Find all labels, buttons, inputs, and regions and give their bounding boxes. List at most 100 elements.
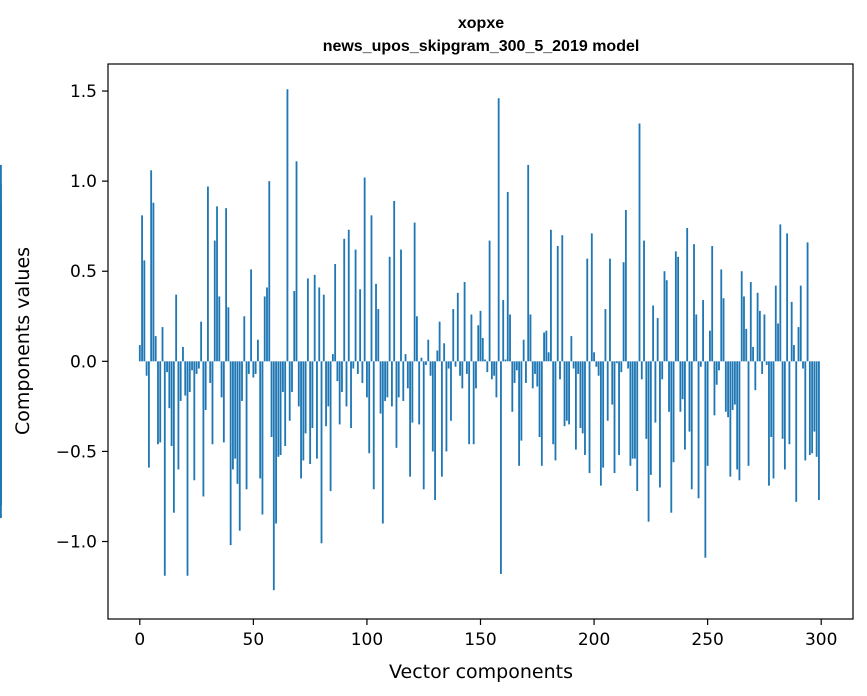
bar xyxy=(218,296,221,362)
bar xyxy=(232,361,234,470)
bar xyxy=(384,361,387,401)
bar xyxy=(470,314,473,362)
bar xyxy=(331,354,334,362)
bar xyxy=(336,361,339,382)
bar xyxy=(554,361,557,461)
bar xyxy=(170,361,173,447)
bar xyxy=(272,361,275,591)
bar xyxy=(808,361,811,456)
bar xyxy=(420,357,423,362)
bar xyxy=(793,345,795,362)
bar xyxy=(197,361,200,369)
x-tick-label: 200 xyxy=(578,630,610,650)
bar xyxy=(143,260,146,362)
bar xyxy=(447,361,450,369)
bar xyxy=(540,361,543,466)
bar xyxy=(668,361,670,412)
bar xyxy=(604,309,607,362)
bar xyxy=(672,361,675,463)
bar xyxy=(659,361,661,488)
bar xyxy=(279,361,282,456)
bar xyxy=(586,258,589,362)
bar xyxy=(804,361,807,461)
bar xyxy=(704,361,707,558)
bar xyxy=(768,361,770,486)
bar xyxy=(711,246,714,362)
bar xyxy=(311,361,314,428)
bar xyxy=(606,361,609,421)
x-tick-label: 250 xyxy=(691,630,723,650)
bar xyxy=(529,314,532,362)
bar xyxy=(774,285,777,362)
bar xyxy=(211,361,214,445)
bar xyxy=(731,361,734,410)
bar xyxy=(241,361,243,401)
bar xyxy=(479,310,482,362)
bar xyxy=(570,336,573,362)
bar xyxy=(599,361,602,486)
bar xyxy=(154,336,157,362)
bar xyxy=(247,361,250,374)
bar xyxy=(500,361,502,574)
bar xyxy=(0,361,2,506)
bar xyxy=(179,361,182,401)
bar xyxy=(461,361,464,389)
bar xyxy=(363,177,366,362)
bar xyxy=(350,361,352,428)
bar xyxy=(204,361,207,410)
bar xyxy=(436,350,439,362)
bar xyxy=(184,361,187,396)
bar xyxy=(609,258,611,362)
bar xyxy=(622,262,625,362)
x-axis-ticks: 0 50 100 150 200 250 300 xyxy=(134,619,837,650)
bar xyxy=(195,361,198,374)
bar xyxy=(411,361,414,423)
bar xyxy=(547,352,550,362)
bar xyxy=(559,361,561,380)
bar xyxy=(602,361,605,468)
bar xyxy=(227,307,230,362)
bar xyxy=(493,361,496,376)
bar xyxy=(400,249,402,362)
bar xyxy=(522,339,525,362)
bar xyxy=(320,361,323,544)
bar xyxy=(263,296,266,362)
bar xyxy=(670,361,673,513)
bar xyxy=(450,361,452,421)
bar xyxy=(368,361,371,454)
bar xyxy=(813,361,816,432)
bar xyxy=(629,361,632,466)
bar xyxy=(695,314,698,362)
bar xyxy=(713,361,716,416)
bar xyxy=(379,361,382,414)
bar xyxy=(245,361,248,490)
bar xyxy=(477,325,480,362)
bar xyxy=(511,361,514,412)
y-tick-label: 1.5 xyxy=(70,82,97,102)
bar xyxy=(718,361,720,371)
bar xyxy=(281,361,284,392)
bar xyxy=(159,361,162,443)
y-tick-label: −0.5 xyxy=(56,442,97,462)
bar xyxy=(229,361,232,546)
bar xyxy=(259,361,262,479)
x-tick-label: 150 xyxy=(464,630,496,650)
bar xyxy=(370,215,373,362)
bar xyxy=(354,249,357,362)
bar xyxy=(465,361,468,374)
bar xyxy=(484,359,486,362)
bar xyxy=(795,361,798,502)
bar xyxy=(191,361,193,371)
bar xyxy=(681,361,684,400)
bar xyxy=(463,282,466,362)
bar xyxy=(788,361,791,445)
bar xyxy=(413,222,416,362)
bar xyxy=(631,361,634,459)
bar xyxy=(531,361,534,389)
bar xyxy=(611,361,614,405)
bar xyxy=(738,361,741,481)
bar xyxy=(654,361,657,423)
bar xyxy=(361,361,364,383)
bar xyxy=(438,321,441,362)
